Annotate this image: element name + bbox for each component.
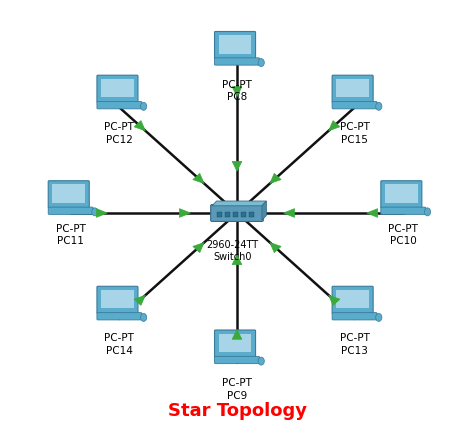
Ellipse shape [424,208,430,216]
FancyBboxPatch shape [97,286,138,314]
Polygon shape [367,209,378,217]
Bar [101,79,134,97]
Polygon shape [232,87,242,97]
Text: PC-PT
PC13: PC-PT PC13 [340,333,370,356]
Bar [52,184,85,203]
Polygon shape [193,173,204,184]
Bar [101,290,134,308]
Bar [336,79,369,97]
Bar [218,212,222,216]
FancyBboxPatch shape [381,207,426,214]
FancyBboxPatch shape [332,313,377,320]
FancyBboxPatch shape [97,313,142,320]
FancyBboxPatch shape [215,58,259,65]
Text: 2960-24TT
Switch0: 2960-24TT Switch0 [206,240,258,262]
Ellipse shape [140,102,147,110]
Polygon shape [283,209,294,217]
Ellipse shape [140,314,147,321]
Bar [219,334,251,352]
Polygon shape [270,242,281,253]
Ellipse shape [258,357,264,365]
FancyBboxPatch shape [215,330,255,357]
Polygon shape [329,121,340,131]
FancyBboxPatch shape [97,101,142,109]
Polygon shape [232,329,242,339]
FancyBboxPatch shape [48,207,93,214]
FancyBboxPatch shape [97,75,138,102]
Polygon shape [134,121,145,131]
Ellipse shape [376,314,382,321]
FancyBboxPatch shape [381,181,422,208]
Ellipse shape [258,59,264,66]
Polygon shape [232,255,242,265]
Bar [219,35,251,54]
Bar [385,184,418,203]
FancyBboxPatch shape [332,101,377,109]
FancyBboxPatch shape [210,204,264,222]
Bar [233,212,238,216]
Text: PC-PT
PC15: PC-PT PC15 [340,122,370,144]
Text: PC-PT
PC9: PC-PT PC9 [222,378,252,400]
Text: PC-PT
PC10: PC-PT PC10 [388,224,418,246]
Ellipse shape [376,102,382,110]
Polygon shape [270,173,281,184]
Polygon shape [232,161,242,171]
Polygon shape [212,201,266,206]
Polygon shape [329,295,340,305]
Bar [249,212,255,216]
Polygon shape [134,295,145,305]
Ellipse shape [92,208,98,216]
Polygon shape [180,209,191,217]
Bar [241,212,246,216]
FancyBboxPatch shape [215,32,255,59]
FancyBboxPatch shape [332,286,373,314]
FancyBboxPatch shape [48,181,89,208]
Text: PC-PT
PC8: PC-PT PC8 [222,80,252,102]
Bar [336,290,369,308]
Polygon shape [262,201,266,220]
Text: PC-PT
PC12: PC-PT PC12 [104,122,134,144]
Text: PC-PT
PC14: PC-PT PC14 [104,333,134,356]
Polygon shape [193,242,204,253]
FancyBboxPatch shape [215,357,259,364]
Polygon shape [96,209,107,217]
FancyBboxPatch shape [332,75,373,102]
Text: Star Topology: Star Topology [167,402,307,420]
Text: PC-PT
PC11: PC-PT PC11 [56,224,86,246]
Bar [226,212,230,216]
